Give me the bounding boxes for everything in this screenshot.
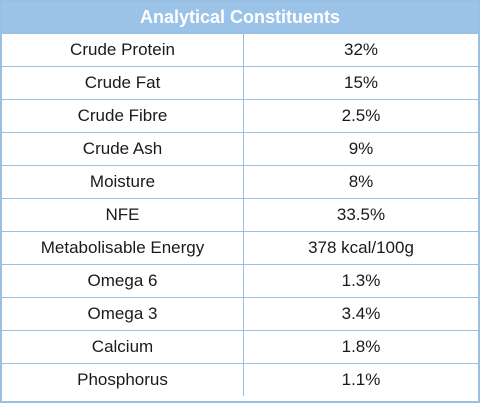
table-row: Metabolisable Energy 378 kcal/100g <box>2 231 478 265</box>
constituent-value: 1.3% <box>243 264 478 298</box>
constituent-name: Metabolisable Energy <box>2 231 244 265</box>
table-title: Analytical Constituents <box>2 2 478 34</box>
table-row: NFE 33.5% <box>2 198 478 232</box>
constituent-name: Omega 6 <box>2 264 244 298</box>
table-row: Crude Fat 15% <box>2 66 478 100</box>
table-row: Calcium 1.8% <box>2 330 478 364</box>
table-row: Crude Fibre 2.5% <box>2 99 478 133</box>
constituent-name: Calcium <box>2 330 244 364</box>
constituent-value: 378 kcal/100g <box>243 231 478 265</box>
constituent-name: NFE <box>2 198 244 232</box>
constituent-name: Phosphorus <box>2 363 244 396</box>
constituent-value: 8% <box>243 165 478 199</box>
constituent-value: 2.5% <box>243 99 478 133</box>
table-row: Phosphorus 1.1% <box>2 363 478 396</box>
constituent-name: Moisture <box>2 165 244 199</box>
constituent-name: Crude Protein <box>2 34 244 67</box>
constituent-value: 3.4% <box>243 297 478 331</box>
table-row: Moisture 8% <box>2 165 478 199</box>
constituent-value: 1.1% <box>341 370 381 389</box>
constituent-value: 33.5% <box>243 198 478 232</box>
constituent-name: Crude Fibre <box>2 99 244 133</box>
constituent-name: Crude Fat <box>2 66 244 100</box>
constituent-value: 15% <box>243 66 478 100</box>
constituent-name: Omega 3 <box>2 297 244 331</box>
constituents-grid: Crude Protein 32% Crude Fat 15% Crude Fi… <box>2 34 478 396</box>
table-row: Crude Ash 9% <box>2 132 478 166</box>
constituent-value: 1.8% <box>243 330 478 364</box>
constituent-value: 9% <box>243 132 478 166</box>
table-row: Crude Protein 32% <box>2 34 478 67</box>
constituent-name: Crude Ash <box>2 132 244 166</box>
table-row: Omega 3 3.4% <box>2 297 478 331</box>
table-row: Omega 6 1.3% <box>2 264 478 298</box>
constituent-value: 32% <box>243 34 478 67</box>
